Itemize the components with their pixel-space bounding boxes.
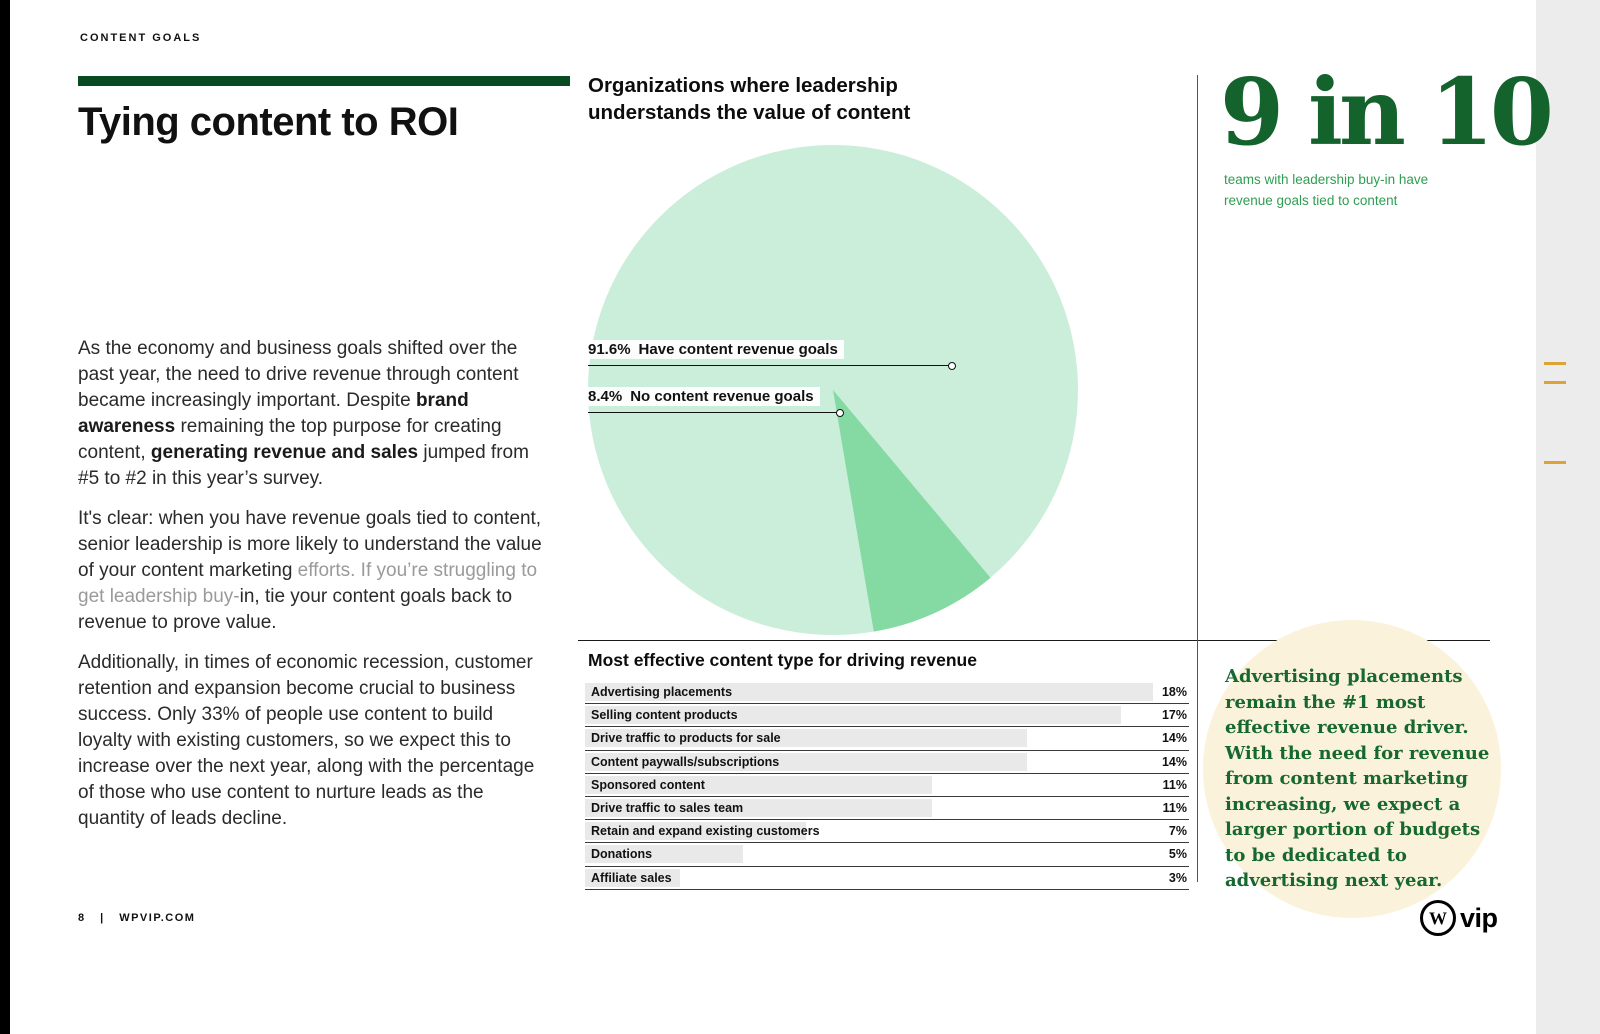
edge-accent-dash <box>1544 381 1566 384</box>
left-edge-bar <box>0 0 10 1034</box>
bar-value: 17% <box>1161 708 1187 723</box>
text-segment: jumped from #5 to #2 in this year’s surv… <box>78 442 529 489</box>
pie-label-text: 91.6% Have content revenue goals <box>588 340 844 359</box>
bar-fill <box>585 868 680 887</box>
wordpress-mark-letter: W <box>1429 909 1447 929</box>
pie-chart-title: Organizations where leadership understan… <box>588 74 911 124</box>
bar-fill <box>585 845 743 864</box>
bar-value: 5% <box>1168 847 1187 862</box>
article-paragraphs: As the economy and business goals shifte… <box>78 336 546 846</box>
bar-label: Sponsored content <box>591 777 705 792</box>
footer-site: WPVIP.COM <box>119 912 196 924</box>
bar-label: Advertising placements <box>591 685 733 699</box>
pie-label-percent: 91.6% <box>588 341 631 358</box>
pie-label-percent: 8.4% <box>588 388 623 405</box>
bar-value: 3% <box>1168 870 1187 885</box>
footer-separator: | <box>100 912 104 924</box>
text-segment: in, tie your content goals back to reven… <box>78 586 513 633</box>
bar-value: 11% <box>1162 777 1187 792</box>
text-segment: Additionally, in times of economic reces… <box>78 652 535 829</box>
bar-fill <box>585 798 932 817</box>
bar-row: Donations 5% <box>585 843 1189 867</box>
bar-row: Affiliate sales 3% <box>585 867 1189 890</box>
footer: 8 | WPVIP.COM <box>78 912 195 924</box>
text-segment: remaining the top purpose for creating c… <box>78 416 502 463</box>
bar-value: 14% <box>1161 754 1187 769</box>
page-number: 8 <box>78 912 85 924</box>
page-title: Tying content to ROI <box>78 100 459 144</box>
vip-logo-text: vip <box>1460 902 1498 933</box>
pie-label-name: No content revenue goals <box>630 388 814 405</box>
bar-fill <box>585 706 1122 725</box>
pie-label-text: 8.4% No content revenue goals <box>588 387 820 406</box>
bar-value: 18% <box>1161 685 1187 699</box>
bar-fill <box>585 775 932 794</box>
pie-label-have-goals: 91.6% Have content revenue goals <box>588 340 956 370</box>
text-segment: As the economy and business goals shifte… <box>78 338 519 411</box>
bar-row: Content paywalls/subscriptions 14% <box>585 751 1189 774</box>
body-paragraph: As the economy and business goals shifte… <box>78 336 546 492</box>
bar-label: Content paywalls/subscriptions <box>591 754 780 769</box>
bar-label: Drive traffic to products for sale <box>591 731 781 746</box>
pie-marker-dot <box>836 409 844 417</box>
bar-row: Drive traffic to products for sale 14% <box>585 727 1189 751</box>
bar-row: Retain and expand existing customers 7% <box>585 820 1189 844</box>
big-stat-caption: teams with leadership buy-in have revenu… <box>1224 172 1429 208</box>
bar-value: 14% <box>1161 731 1187 746</box>
wpvip-logo: W vip <box>1418 898 1498 938</box>
callout-background-circle <box>1203 620 1501 918</box>
bar-chart-title: Most effective content type for driving … <box>588 650 977 670</box>
callout-text: Advertising placements remain the #1 mos… <box>1225 666 1490 892</box>
bar-fill <box>585 822 806 841</box>
wordpress-mark-icon: W <box>1420 900 1456 936</box>
text-segment: brand awareness <box>78 390 469 437</box>
bar-label: Selling content products <box>591 708 738 723</box>
pie-label-name: Have content revenue goals <box>638 341 838 358</box>
body-paragraph: Additionally, in times of economic reces… <box>78 650 546 832</box>
body-paragraph: It's clear: when you have revenue goals … <box>78 506 546 636</box>
section-eyebrow: CONTENT GOALS <box>80 32 202 44</box>
text-segment: efforts. If you’re struggling to get lea… <box>78 560 538 607</box>
bar-label: Retain and expand existing customers <box>591 824 820 839</box>
vertical-divider <box>1197 75 1198 882</box>
bar-fill <box>585 752 1027 771</box>
bar-rows: Advertising placements 18% Selling content… <box>585 681 1189 890</box>
big-stat: 9 in 10 <box>1220 58 1554 166</box>
bar-row: Drive traffic to sales team 11% <box>585 797 1189 821</box>
bar-value: 11% <box>1162 800 1187 815</box>
pie-slice-no-goals <box>833 390 991 632</box>
bar-label: Donations <box>591 847 653 862</box>
bar-label: Drive traffic to sales team <box>591 800 744 815</box>
right-gutter <box>1536 0 1600 1034</box>
bar-fill <box>585 729 1027 748</box>
text-segment: generating revenue and sales <box>150 442 419 463</box>
pie-label-no-goals: 8.4% No content revenue goals <box>588 387 844 417</box>
bar-value: 7% <box>1168 824 1187 839</box>
pie-marker-dot <box>948 362 956 370</box>
bar-row: Selling content products 17% <box>585 704 1189 728</box>
horizontal-divider <box>578 640 1490 641</box>
edge-accent-dash <box>1544 461 1566 464</box>
bar-row: Advertising placements 18% <box>585 681 1189 705</box>
bar-label: Affiliate sales <box>591 870 672 885</box>
edge-accent-dash <box>1544 362 1566 365</box>
bar-fill <box>585 683 1153 701</box>
pie-chart <box>588 145 1078 635</box>
text-segment: It's clear: when you have revenue goals … <box>78 508 542 581</box>
bar-row: Sponsored content 11% <box>585 774 1189 797</box>
heading-accent-bar <box>78 76 570 86</box>
